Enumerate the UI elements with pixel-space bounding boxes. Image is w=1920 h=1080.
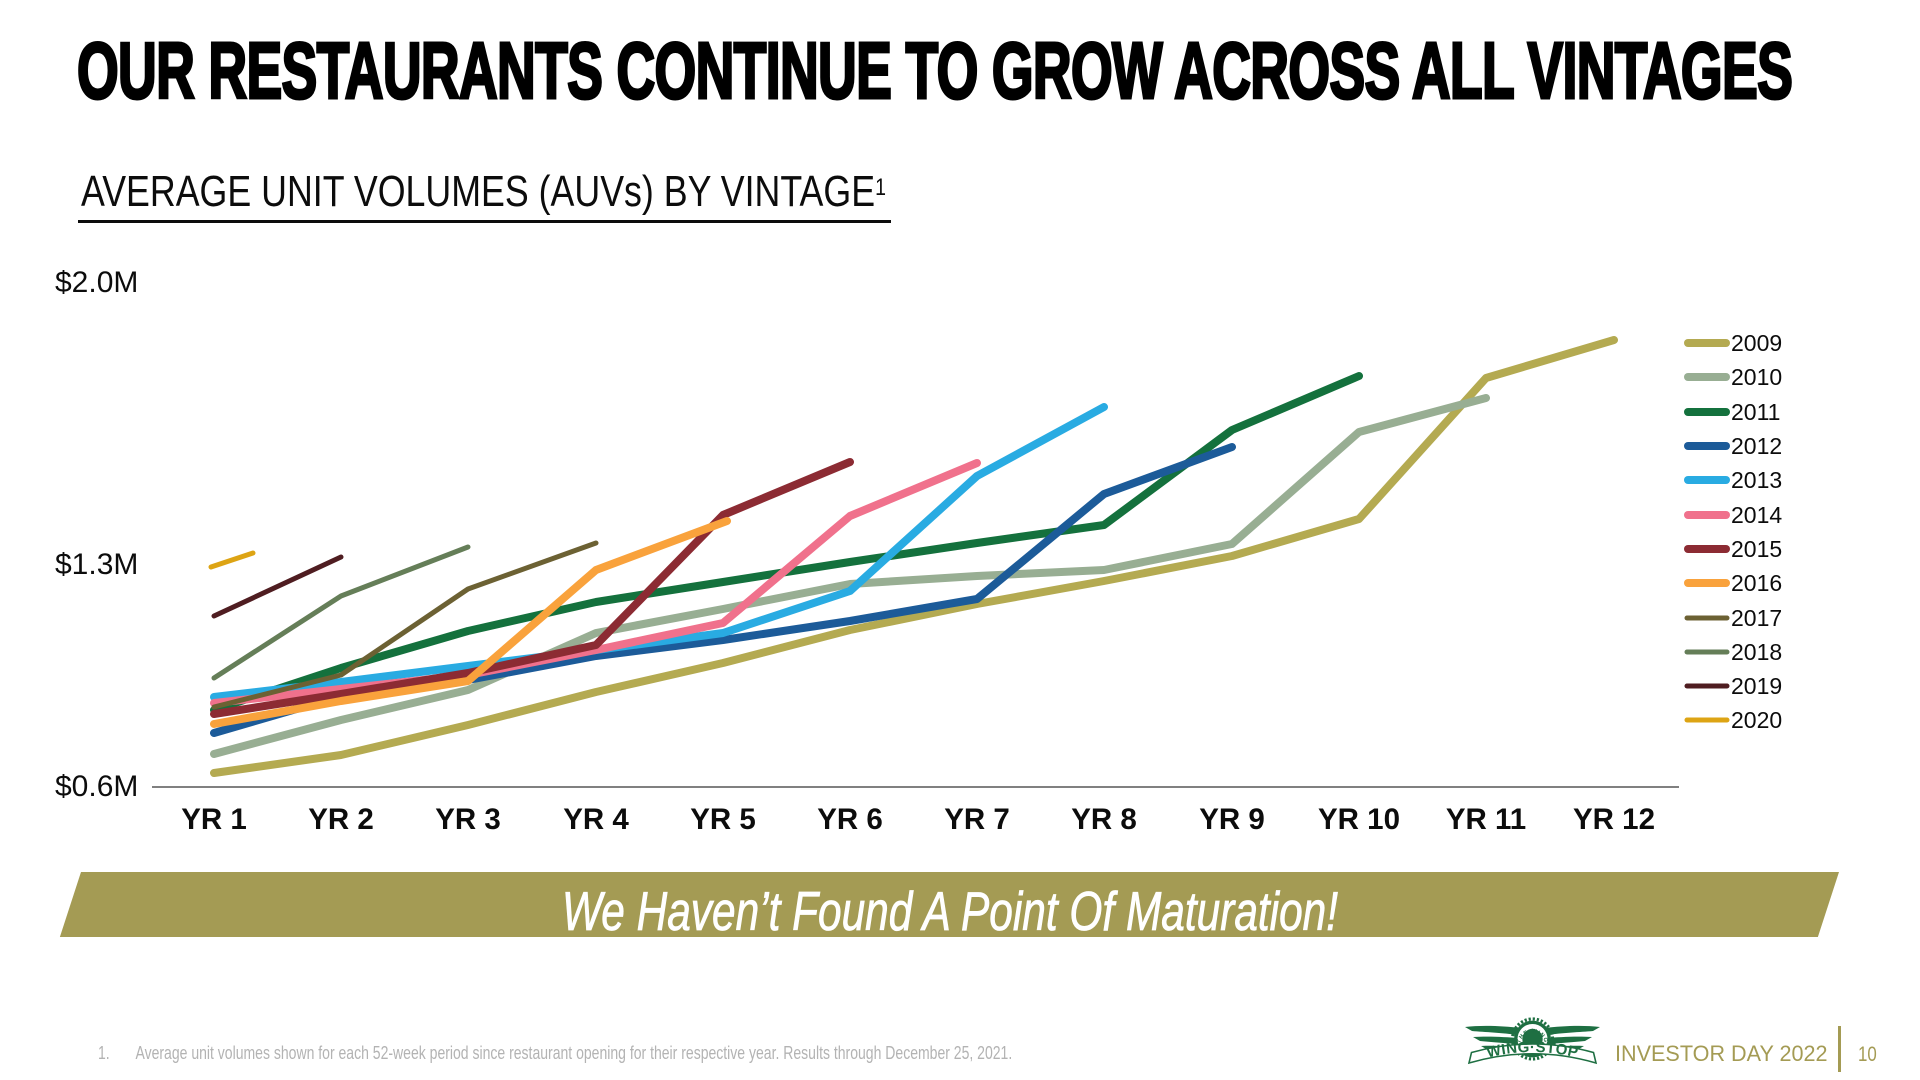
- svg-text:YR 12: YR 12: [1573, 803, 1655, 836]
- svg-text:2013: 2013: [1731, 467, 1782, 493]
- svg-text:YR 1: YR 1: [181, 803, 247, 836]
- svg-text:WING·STOP: WING·STOP: [1485, 1039, 1580, 1062]
- svg-text:$1.3M: $1.3M: [55, 548, 138, 581]
- svg-text:2019: 2019: [1731, 673, 1782, 699]
- svg-text:$2.0M: $2.0M: [55, 266, 138, 299]
- svg-text:YR 6: YR 6: [817, 803, 883, 836]
- svg-text:2015: 2015: [1731, 536, 1782, 562]
- svg-text:2018: 2018: [1731, 639, 1782, 665]
- svg-text:2012: 2012: [1731, 433, 1782, 459]
- svg-text:YR 4: YR 4: [563, 803, 629, 836]
- svg-text:$0.6M: $0.6M: [55, 770, 138, 803]
- svg-text:YR 10: YR 10: [1318, 803, 1400, 836]
- svg-text:2016: 2016: [1731, 570, 1782, 596]
- svg-text:YR 11: YR 11: [1446, 803, 1526, 836]
- svg-text:2017: 2017: [1731, 605, 1782, 631]
- svg-text:YR 5: YR 5: [690, 803, 756, 836]
- svg-text:YR 3: YR 3: [435, 803, 501, 836]
- svg-text:2011: 2011: [1731, 399, 1780, 425]
- svg-text:2010: 2010: [1731, 364, 1782, 390]
- svg-text:2020: 2020: [1731, 707, 1782, 733]
- svg-text:YR 7: YR 7: [944, 803, 1010, 836]
- svg-text:2014: 2014: [1731, 502, 1782, 528]
- svg-text:2009: 2009: [1731, 330, 1782, 356]
- svg-text:YR 2: YR 2: [308, 803, 374, 836]
- svg-text:YR 8: YR 8: [1071, 803, 1137, 836]
- svg-text:YR 9: YR 9: [1199, 803, 1265, 836]
